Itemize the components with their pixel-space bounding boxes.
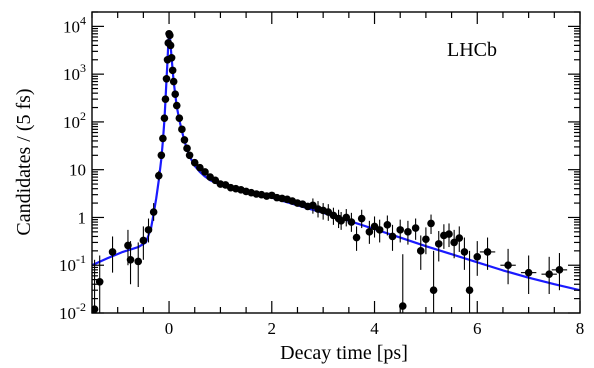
data-point [434, 240, 443, 248]
data-point [166, 41, 175, 50]
y-tick-label: 10-2 [59, 300, 86, 323]
y-tick-label: 1 [78, 208, 87, 227]
data-point [154, 171, 163, 180]
data-point [427, 219, 435, 228]
data-point [171, 90, 180, 99]
data-point [357, 214, 366, 223]
y-tick-label: 10 [69, 161, 86, 180]
data-point [455, 234, 464, 242]
data-point [178, 125, 186, 134]
x-tick-label: 4 [370, 319, 379, 338]
y-tick-label: 102 [63, 109, 86, 132]
data-point [422, 235, 430, 244]
data-point [162, 74, 171, 83]
data-point [159, 134, 167, 143]
data-point [342, 213, 351, 222]
data-point [483, 248, 492, 256]
data-point [504, 261, 512, 270]
y-tick-label: 103 [63, 61, 86, 84]
y-tick-label: 104 [63, 13, 86, 36]
x-axis-title: Decay time [ps] [280, 342, 408, 364]
lhcb-label: LHCb [447, 39, 497, 61]
data-point [404, 228, 412, 236]
data-point [398, 302, 407, 310]
data-point [172, 101, 181, 110]
data-point [465, 286, 474, 295]
data-point [388, 232, 397, 241]
y-axis-title: Candidates / (5 fs) [13, 88, 35, 235]
data-point [365, 228, 374, 236]
data-point [524, 268, 533, 277]
x-tick-label: 6 [473, 319, 482, 338]
plot-frame [91, 11, 581, 314]
data-point [196, 163, 204, 172]
data-point [134, 257, 143, 266]
data-point [166, 31, 174, 40]
data-point [185, 151, 194, 160]
data-point [190, 158, 199, 167]
data-point [183, 144, 191, 153]
data-point [168, 66, 177, 75]
data-point [545, 270, 553, 278]
y-tick-label: 10-1 [59, 252, 86, 275]
data-point [175, 114, 184, 122]
data-point [139, 236, 148, 245]
data-point [161, 95, 170, 103]
data-point [555, 266, 564, 274]
data-point [160, 114, 169, 122]
data-point [383, 221, 392, 229]
data-point [450, 238, 458, 247]
data-point [347, 218, 356, 226]
data-point [180, 136, 189, 144]
data-point [396, 226, 405, 234]
data-point [429, 286, 438, 295]
data-point [201, 168, 209, 176]
data-point [169, 77, 178, 86]
x-tick-label: 0 [165, 319, 174, 338]
data-point [352, 233, 361, 242]
data-point [167, 53, 176, 62]
x-tick-label: 2 [268, 319, 277, 338]
data-point [445, 230, 453, 238]
x-tick-label: 8 [576, 319, 585, 338]
data-point [108, 248, 117, 256]
data-point [416, 247, 425, 255]
data-point [157, 151, 166, 160]
data-point [144, 226, 153, 234]
data-point [92, 305, 99, 313]
data-point [126, 255, 135, 264]
data-point [149, 208, 158, 216]
data-point [473, 253, 482, 261]
data-point [375, 226, 384, 234]
data-point [411, 224, 420, 232]
data-point [124, 241, 132, 250]
data-point [460, 248, 469, 256]
